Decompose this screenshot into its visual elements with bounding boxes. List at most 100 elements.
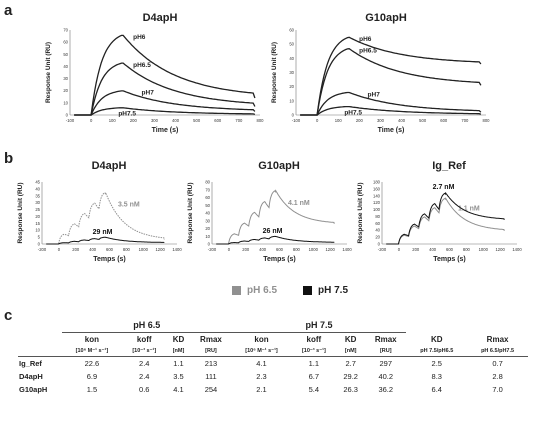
x-tick-label: 600 bbox=[214, 118, 222, 123]
x-tick-label: 1400 bbox=[512, 247, 522, 252]
table-cell: 29.2 bbox=[343, 372, 358, 381]
table-cell: 111 bbox=[205, 372, 217, 381]
data-label: 26 nM bbox=[263, 228, 283, 235]
x-tick-label: 600 bbox=[446, 247, 454, 252]
group-header-ph75: pH 7.5 bbox=[231, 318, 407, 333]
col-header: koff bbox=[306, 335, 322, 344]
y-tick-label: 30 bbox=[205, 218, 210, 223]
table-row: D4apH 6.9 2.4 3.5 111 2.3 6.7 29.2 40.2 … bbox=[18, 370, 528, 383]
x-tick-label: 0 bbox=[398, 247, 401, 252]
chart-title-a2: G10apH bbox=[365, 12, 407, 24]
x-tick-label: 500 bbox=[419, 118, 427, 123]
x-tick-label: 1000 bbox=[139, 247, 149, 252]
y-tick-label: 70 bbox=[205, 187, 210, 192]
x-tick-label: 600 bbox=[276, 247, 284, 252]
x-tick-label: -100 bbox=[66, 118, 75, 123]
y-tick-label: 40 bbox=[205, 211, 210, 216]
col-header: Rmax bbox=[200, 335, 222, 344]
table-cell: 40.2 bbox=[378, 372, 394, 381]
x-tick-label: 700 bbox=[235, 118, 243, 123]
table-cell: 254 bbox=[204, 385, 218, 394]
y-tick-label: 40 bbox=[63, 64, 68, 69]
series-label: pH6.5 bbox=[133, 62, 151, 69]
data-label: 4.1 nM bbox=[288, 200, 310, 207]
col-unit: [10⁶ M⁻¹ s⁻¹] bbox=[75, 348, 109, 354]
series-line-pH75 bbox=[216, 235, 335, 245]
y-tick-label: 160 bbox=[373, 186, 381, 191]
y-tick-label: 10 bbox=[63, 100, 68, 105]
col-unit: [10⁻³ s⁻¹] bbox=[301, 348, 326, 354]
y-tick-label: 20 bbox=[35, 214, 40, 219]
series-line-pH7 bbox=[300, 91, 482, 116]
x-tick-label: -200 bbox=[378, 247, 387, 252]
table-cell: 2.1 bbox=[256, 385, 267, 394]
col-header: KD bbox=[344, 335, 357, 344]
col-header: Rmax bbox=[374, 335, 397, 344]
col-unit: [nM] bbox=[172, 348, 185, 354]
chart-title-b2: G10apH bbox=[258, 160, 300, 172]
y-tick-label: 30 bbox=[289, 70, 294, 75]
x-tick-label: 1200 bbox=[155, 247, 165, 252]
y-tick-label: 120 bbox=[373, 200, 381, 205]
x-tick-label: 800 bbox=[483, 118, 491, 123]
table-cell: 1.1 bbox=[173, 359, 184, 368]
series-line-pH6 bbox=[300, 36, 482, 116]
y-tick-label: 140 bbox=[373, 193, 381, 198]
x-tick-label: 400 bbox=[89, 247, 97, 252]
series-line-pH65 bbox=[300, 48, 482, 116]
y-tick-label: 0 bbox=[378, 242, 381, 247]
table-row: Ig_Ref 22.6 2.4 1.1 213 4.1 1.1 2.7 297 … bbox=[18, 357, 528, 371]
y-tick-label: 10 bbox=[35, 228, 40, 233]
table-units-row: [10⁶ M⁻¹ s⁻¹] [10⁻³ s⁻¹] [nM] [RU] [10⁶ … bbox=[18, 346, 528, 357]
col-unit: [RU] bbox=[379, 348, 392, 354]
y-tick-label: 0 bbox=[38, 242, 41, 247]
legend: pH 6.5 pH 7.5 bbox=[232, 285, 348, 296]
y-tick-label: 60 bbox=[63, 40, 68, 45]
chart-b3: -200 0 200 400 600 800 1000 1200 140002040608010… bbox=[357, 180, 522, 264]
x-tick-label: -200 bbox=[38, 247, 47, 252]
series-line-pH65 bbox=[74, 62, 256, 116]
chart-b2: -200 0 200 400 600 800 1000 1200 140001020304050… bbox=[187, 180, 352, 264]
charts-canvas: -100 0 100 200 300 400 500 600 700 80001020304050… bbox=[17, 28, 522, 264]
table-cell: 8.3 bbox=[431, 372, 442, 381]
data-label: 3.5 nM bbox=[118, 201, 140, 208]
y-tick-label: 15 bbox=[35, 221, 40, 226]
chart-title-b1: D4apH bbox=[91, 160, 127, 172]
table-cell: 2.4 bbox=[139, 372, 150, 381]
table-cell: 1.5 bbox=[86, 385, 98, 394]
x-tick-label: 500 bbox=[193, 118, 201, 123]
col-unit: pH 6.5/pH7.5 bbox=[481, 348, 515, 354]
y-tick-label: 40 bbox=[35, 186, 40, 191]
data-label: 29 nM bbox=[93, 229, 113, 236]
x-tick-label: 600 bbox=[440, 118, 448, 123]
x-tick-label: 1400 bbox=[172, 247, 182, 252]
row-name: Ig_Ref bbox=[19, 359, 42, 368]
series-line-pH75 bbox=[300, 105, 482, 116]
y-tick-label: 0 bbox=[292, 113, 295, 118]
y-tick-label: 10 bbox=[289, 98, 294, 103]
table-cell: 26.3 bbox=[343, 385, 358, 394]
chart-title-a1: D4apH bbox=[142, 12, 178, 24]
y-tick-label: 10 bbox=[205, 234, 210, 239]
panel-label-b: b bbox=[4, 150, 14, 167]
x-axis-label: Time (s) bbox=[152, 127, 179, 134]
table-cell: 5.4 bbox=[308, 385, 320, 394]
data-label: 1.1 nM bbox=[458, 206, 480, 213]
x-tick-label: 1000 bbox=[309, 247, 319, 252]
y-tick-label: 50 bbox=[289, 42, 294, 47]
y-tick-label: 50 bbox=[205, 203, 210, 208]
y-tick-label: 40 bbox=[289, 56, 294, 61]
col-unit: [10⁻³ s⁻¹] bbox=[132, 348, 157, 354]
col-header: Rmax bbox=[486, 334, 509, 344]
table-cell: 2.4 bbox=[139, 359, 150, 368]
panel-label-a: a bbox=[4, 2, 13, 19]
table-row: G10apH 1.5 0.6 4.1 254 2.1 5.4 26.3 36.2… bbox=[18, 383, 528, 396]
legend-swatch-ph75 bbox=[303, 286, 313, 295]
table-cell: 0.6 bbox=[139, 385, 150, 394]
x-tick-label: 400 bbox=[172, 118, 180, 123]
x-tick-label: 300 bbox=[151, 118, 159, 123]
table-cell: 0.7 bbox=[492, 359, 503, 368]
table-cell: 36.2 bbox=[378, 385, 394, 394]
x-tick-label: -200 bbox=[208, 247, 217, 252]
x-axis-label: Temps (s) bbox=[93, 256, 126, 263]
